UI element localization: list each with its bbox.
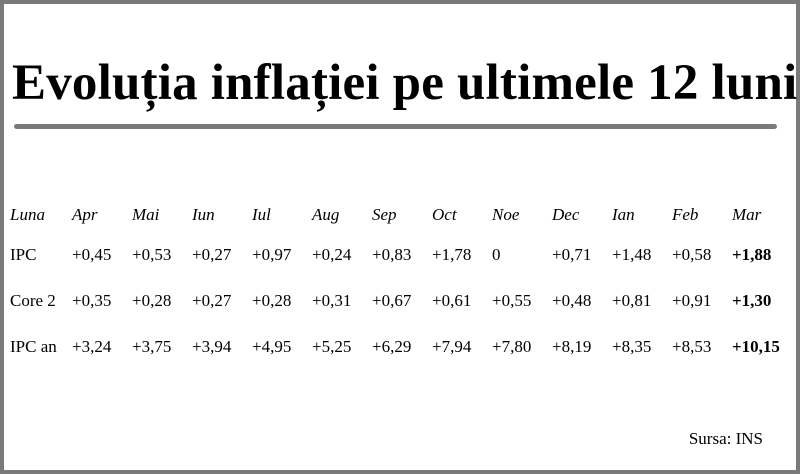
table-cell: +3,75 [132, 337, 172, 356]
header-month: Sep [372, 205, 397, 224]
table-cell: +0,55 [492, 291, 532, 310]
table-cell: +0,27 [192, 291, 232, 310]
page-title: Evoluția inflației pe ultimele 12 luni [12, 55, 798, 111]
source-note: Sursa: INS [688, 429, 763, 448]
table-cell: +7,94 [432, 337, 472, 356]
table-cell: +0,28 [252, 291, 292, 310]
row-label: Core 2 [10, 291, 56, 310]
header-month: Ian [612, 205, 635, 224]
table-cell: +0,67 [372, 291, 412, 310]
table-cell: +1,30 [732, 291, 772, 310]
table-cell: +0,31 [312, 291, 352, 310]
title-underline [14, 124, 777, 129]
table-cell: +8,35 [612, 337, 652, 356]
table-cell: +0,81 [612, 291, 652, 310]
header-month: Dec [552, 205, 580, 224]
table-cell: +6,29 [372, 337, 412, 356]
table-cell: +0,97 [252, 245, 292, 264]
row-label: IPC [10, 245, 37, 264]
row-label: IPC an [10, 337, 57, 356]
header-month: Aug [312, 205, 340, 224]
table-cell: +10,15 [732, 337, 780, 356]
table-cell: +3,94 [192, 337, 232, 356]
header-month: Iun [192, 205, 215, 224]
table-cell: +3,24 [72, 337, 112, 356]
table-cell: +0,71 [552, 245, 592, 264]
table-cell: 0 [492, 245, 501, 264]
table-cell: +1,78 [432, 245, 472, 264]
header-month: Oct [432, 205, 457, 224]
table-cell: +0,61 [432, 291, 472, 310]
table-cell: +0,27 [192, 245, 232, 264]
inflation-table: Luna Apr Mai Iun Iul Aug Sep Oct Noe Dec Ian Feb Mar… [10, 198, 792, 370]
table-cell: +4,95 [252, 337, 292, 356]
table-cell: +0,24 [312, 245, 352, 264]
table-row: IPC +0,45 +0,53 +0,27 +0,97 +0,24 +0,83 +1,78 0 +… [10, 232, 792, 278]
table-cell: +0,45 [72, 245, 112, 264]
header-month: Mai [132, 205, 160, 224]
table-cell: +7,80 [492, 337, 532, 356]
table-cell: +0,48 [552, 291, 592, 310]
table-cell: +8,19 [552, 337, 592, 356]
table-row: Core 2 +0,35 +0,28 +0,27 +0,28 +0,31 +0,67 +0,6… [10, 278, 792, 324]
table-row: IPC an +3,24 +3,75 +3,94 +4,95 +5,25 +6,29 +7,9… [10, 324, 792, 370]
header-month: Mar [732, 205, 762, 224]
table-cell: +8,53 [672, 337, 712, 356]
table-header-row: Luna Apr Mai Iun Iul Aug Sep Oct Noe Dec Ian Feb Mar [10, 198, 792, 232]
table-cell: +1,88 [732, 245, 772, 264]
table-cell: +0,91 [672, 291, 712, 310]
header-month: Apr [72, 205, 98, 224]
table-cell: +1,48 [612, 245, 652, 264]
table-cell: +0,58 [672, 245, 712, 264]
table-cell: +0,53 [132, 245, 172, 264]
table-cell: +0,35 [72, 291, 112, 310]
table-cell: +0,28 [132, 291, 172, 310]
header-label: Luna [10, 205, 45, 224]
header-month: Feb [672, 205, 699, 224]
table-cell: +0,83 [372, 245, 412, 264]
table-cell: +5,25 [312, 337, 352, 356]
header-month: Noe [492, 205, 520, 224]
header-month: Iul [252, 205, 271, 224]
